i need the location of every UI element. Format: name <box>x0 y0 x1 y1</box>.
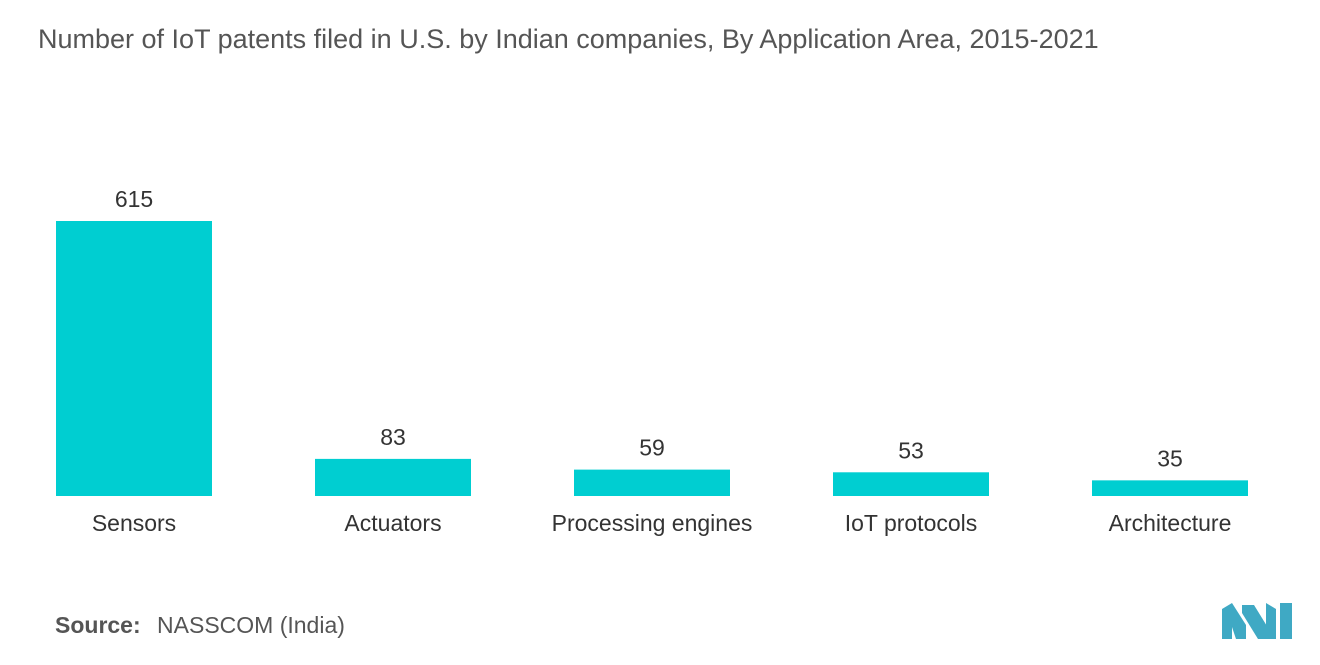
value-label: 35 <box>1157 445 1183 471</box>
source-text: NASSCOM (India) <box>157 612 345 638</box>
category-label: Architecture <box>1109 510 1232 536</box>
value-label: 59 <box>639 435 665 461</box>
bar-processing-engines <box>574 469 730 496</box>
bar-actuators <box>315 458 471 496</box>
value-labels-group: 615 83 59 53 35 <box>115 186 1183 471</box>
category-label: IoT protocols <box>845 510 978 536</box>
value-label: 83 <box>380 424 406 450</box>
category-label: Processing engines <box>552 510 753 536</box>
mordor-intelligence-logo-icon <box>1222 603 1292 639</box>
source-label: Source: <box>55 612 141 638</box>
category-labels-group: Sensors Actuators Processing engines IoT pr… <box>92 510 1232 536</box>
source-note: Source: NASSCOM (India) <box>55 612 345 639</box>
value-label: 53 <box>898 437 924 463</box>
category-label: Actuators <box>344 510 441 536</box>
category-label: Sensors <box>92 510 176 536</box>
bar-iot-protocols <box>833 472 989 496</box>
chart-title: Number of IoT patents filed in U.S. by I… <box>38 24 1099 54</box>
bar-architecture <box>1092 480 1248 496</box>
value-label: 615 <box>115 186 153 212</box>
bars-group <box>56 221 1248 496</box>
bar-sensors <box>56 221 212 496</box>
